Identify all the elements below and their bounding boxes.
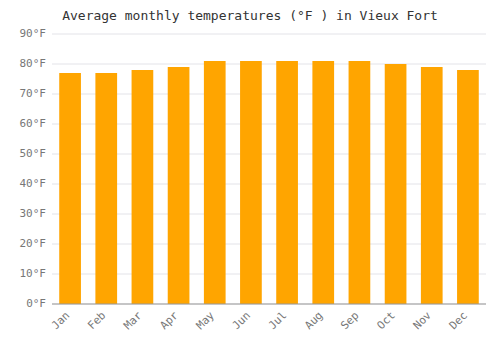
y-tick-label: 50°F <box>20 147 47 160</box>
x-tick-label: Jan <box>49 309 72 332</box>
x-tick-label: Dec <box>447 309 470 332</box>
bar <box>349 61 371 304</box>
x-axis-line <box>52 304 486 305</box>
bar <box>204 61 226 304</box>
title: Average monthly temperatures (°F ) in Vi… <box>62 8 438 23</box>
bar <box>59 73 81 304</box>
bar <box>385 64 407 304</box>
y-tick-label: 80°F <box>20 57 47 70</box>
x-tick-label: Sep <box>338 309 361 332</box>
y-tick-label: 20°F <box>20 237 47 250</box>
y-tick-label: 40°F <box>20 177 47 190</box>
x-tick-label: Nov <box>411 309 435 333</box>
y-tick-label: 10°F <box>20 267 47 280</box>
bar <box>240 61 262 304</box>
x-tick-label: Oct <box>374 309 397 332</box>
x-tick-label: Mar <box>121 309 145 333</box>
bar <box>132 70 154 304</box>
chart-container: Average monthly temperatures (°F ) in Vi… <box>0 0 500 350</box>
bar <box>276 61 298 304</box>
x-tick-label: Jun <box>230 309 253 332</box>
bar <box>421 67 443 304</box>
bar <box>312 61 334 304</box>
bar <box>168 67 190 304</box>
x-tick-label: Apr <box>157 309 181 333</box>
grid <box>52 34 486 304</box>
bars <box>59 61 479 304</box>
bar <box>457 70 479 304</box>
y-tick-label: 90°F <box>20 27 47 40</box>
chart: Average monthly temperatures (°F ) in Vi… <box>0 0 500 350</box>
bar <box>95 73 117 304</box>
x-tick-label: Aug <box>302 309 325 332</box>
grid-line <box>52 304 486 305</box>
grid-line <box>52 64 486 65</box>
y-tick-label: 70°F <box>20 87 47 100</box>
x-tick-label: Jul <box>266 309 289 332</box>
y-tick-label: 30°F <box>20 207 47 220</box>
y-axis: 0°F 10°F 20°F 30°F 40°F 50°F 60°F 70°F 80°F 90°F <box>20 27 47 310</box>
x-axis: Jan Feb Mar Apr May Jun Jul Aug Sep Oct Nov Dec <box>49 304 486 332</box>
y-tick-label: 60°F <box>20 117 47 130</box>
grid-line <box>52 34 486 35</box>
x-tick-label: Feb <box>85 309 108 332</box>
y-tick-label: 0°F <box>26 297 46 310</box>
x-tick-label: May <box>194 309 218 333</box>
